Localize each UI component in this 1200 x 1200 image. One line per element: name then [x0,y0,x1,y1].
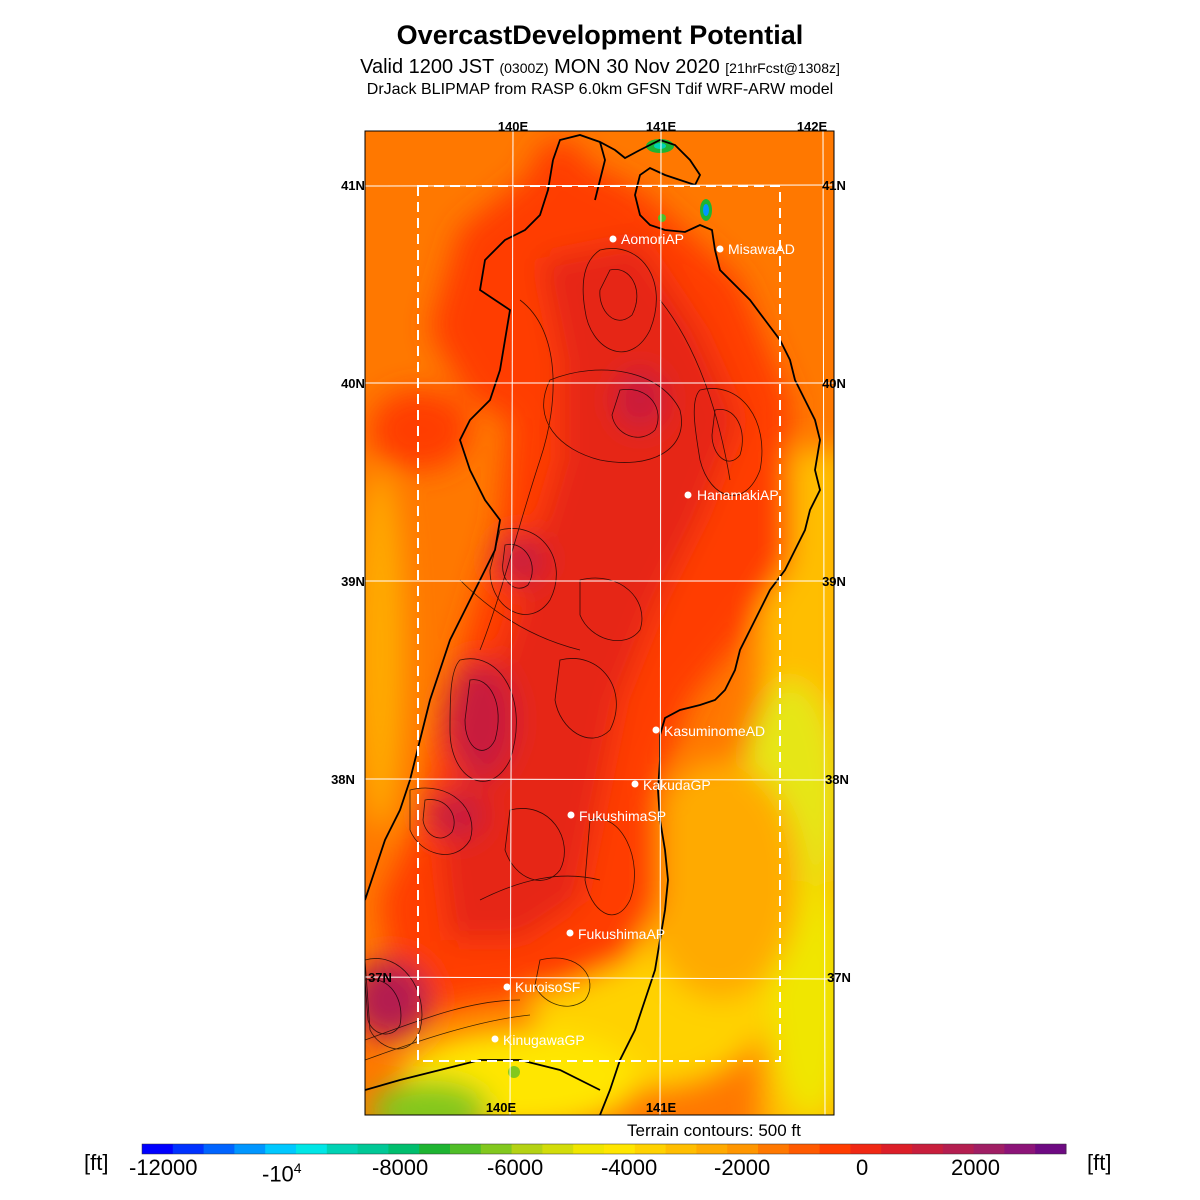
colorbar-swatch [234,1144,266,1154]
station-marker-misawaad [716,245,724,253]
station-label-hanamakiap: HanamakiAP [697,487,779,503]
colorbar-swatch [542,1144,574,1154]
lat-label-right-38n: 38N [825,772,849,787]
colorbar-swatch [172,1144,205,1154]
colorbar-unit-left: [ft] [84,1150,109,1175]
lat-label-right-41n: 41N [822,178,846,193]
colorbar-swatch [634,1144,667,1154]
station-marker-aomoriap [609,235,617,243]
colorbar-swatch [142,1144,174,1154]
colorbar-unit-right: [ft] [1087,1150,1112,1175]
lon-label-top-142e: 142E [797,119,828,134]
colorbar-swatch [973,1144,1005,1154]
lat-label-left-41n: 41N [341,178,365,193]
colorbar-swatch [511,1144,543,1154]
colorbar-swatch [357,1144,389,1154]
colorbar-label-zero: 0 [856,1155,869,1180]
colorbar-swatch [573,1144,605,1154]
station-marker-kuroisosf [503,983,511,991]
colorbar-swatch [696,1144,728,1154]
colorbar-swatch [665,1144,697,1154]
station-marker-hanamakiap [684,491,692,499]
lat-label-left-38n: 38N [331,772,355,787]
colorbar-swatch [480,1144,513,1154]
colorbar-swatch [450,1144,482,1154]
colorbar-swatch [727,1144,759,1154]
lon-label-top-140e: 140E [498,119,529,134]
colorbar [142,1144,1067,1154]
station-label-aomoriap: AomoriAP [621,231,684,247]
station-label-fukushimasp: FukushimaSP [579,808,666,824]
colorbar-swatch [203,1144,235,1154]
colorbar-label-neg12000: -12000 [129,1155,198,1180]
colorbar-swatch [758,1144,790,1154]
colorbar-swatch [1004,1144,1036,1154]
lon-label-bottom-140e: 140E [486,1100,517,1115]
station-label-kuroisosf: KuroisoSF [515,979,580,995]
station-marker-kinugawagp [491,1035,499,1043]
colorbar-label-neg10k-base: -10 [262,1161,294,1187]
terrain-contour-note: Terrain contours: 500 ft [627,1121,801,1140]
valid-utc: (0300Z) [499,60,549,76]
lat-label-right-37n: 37N [827,970,851,985]
valid-time: Valid 1200 JST (0300Z) MON 30 Nov 2020 [… [0,56,1200,79]
colorbar-swatch [296,1144,328,1154]
colorbar-swatch [850,1144,882,1154]
colorbar-label-neg2000: -2000 [714,1155,771,1180]
colorbar-label-neg8000: -8000 [372,1155,429,1180]
field-shading [365,140,834,1115]
colorbar-swatch [604,1144,636,1154]
station-label-kasuminomead: KasuminomeAD [664,723,765,739]
colorbar-swatch [388,1144,420,1154]
colorbar-swatch [912,1144,944,1154]
colorbar-label-2000: 2000 [951,1155,1000,1180]
station-label-misawaad: MisawaAD [728,241,795,257]
colorbar-frame [141,1143,1067,1155]
forecast-info: [21hrFcst@1308z] [725,60,840,76]
station-label-fukushimaap: FukushimaAP [578,926,665,942]
lon-label-top-141e: 141E [646,119,677,134]
colorbar-swatch [881,1144,913,1154]
station-marker-kakudagp [631,780,639,788]
map-title: OvercastDevelopment Potential [396,20,804,50]
station-marker-kasuminomead [652,726,660,734]
lat-label-left-40n: 40N [341,376,365,391]
lat-label-right-40n: 40N [822,376,846,391]
colorbar-swatch [819,1144,851,1154]
colorbar-label-neg10k: -104 [262,1160,302,1187]
colorbar-swatch [1035,1144,1067,1154]
valid-prefix: Valid 1200 JST [360,56,494,78]
inner-domain-box [417,185,781,1062]
station-marker-fukushimaap [566,929,574,937]
colorbar-swatch [942,1144,975,1154]
colorbar-label-neg4000: -4000 [601,1155,658,1180]
colorbar-label-neg6000: -6000 [487,1155,544,1180]
station-marker-fukushimasp [567,811,575,819]
lat-label-right-39n: 39N [822,574,846,589]
model-source: DrJack BLIPMAP from RASP 6.0km GFSN Tdif… [366,81,834,98]
lon-label-bottom-141e: 141E [646,1100,677,1115]
colorbar-label-neg10k-exponent: 4 [293,1160,302,1176]
station-label-kinugawagp: KinugawaGP [503,1032,585,1048]
colorbar-swatch [326,1144,359,1154]
valid-date: MON 30 Nov 2020 [554,56,720,78]
station-label-kakudagp: KakudaGP [643,777,711,793]
colorbar-swatch [419,1144,451,1154]
graticule [365,131,834,1115]
lat-label-left-37n: 37N [368,970,392,985]
colorbar-swatch [265,1144,297,1154]
map-frame [364,130,835,1116]
lat-label-left-39n: 39N [341,574,365,589]
colorbar-swatch [788,1144,821,1154]
map-plot-area [365,131,834,1115]
